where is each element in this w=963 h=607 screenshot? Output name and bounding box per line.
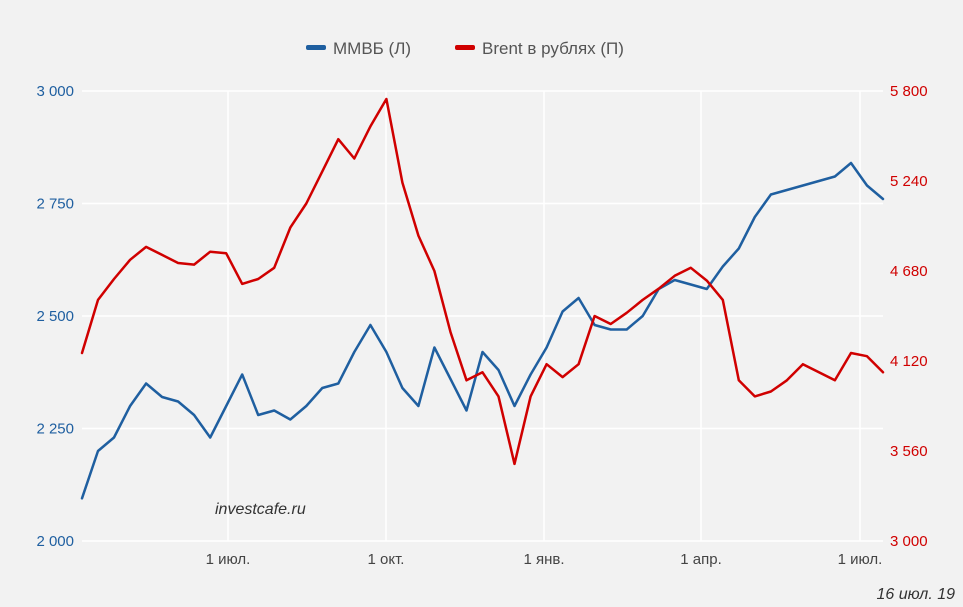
left-axis-tick-label: 2 750: [36, 196, 74, 213]
x-axis-tick-label: 1 июл.: [838, 551, 883, 568]
series-line-0: [80, 161, 885, 500]
x-axis-tick-label: 1 июл.: [206, 551, 251, 568]
x-axis-tick-label: 1 окт.: [368, 551, 405, 568]
right-axis-tick-label: 5 240: [890, 173, 928, 190]
x-axis-tick-label: 1 янв.: [523, 551, 564, 568]
date-label: 16 июл. 19: [876, 586, 955, 603]
series-line-1: [80, 97, 885, 466]
left-axis-tick-label: 3 000: [36, 83, 74, 100]
legend-swatch: [306, 45, 326, 50]
right-axis-tick-label: 4 120: [890, 353, 928, 370]
legend-label: ММВБ (Л): [333, 39, 411, 58]
x-axis-tick-label: 1 апр.: [680, 551, 721, 568]
legend-label: Brent в рублях (П): [482, 39, 624, 58]
left-axis-tick-label: 2 500: [36, 308, 74, 325]
watermark-text: investcafe.ru: [215, 501, 306, 518]
legend-swatch: [455, 45, 475, 50]
left-axis-tick-label: 2 000: [36, 533, 74, 550]
right-axis-tick-label: 4 680: [890, 263, 928, 280]
left-axis-tick-label: 2 250: [36, 421, 74, 438]
right-axis-tick-label: 5 800: [890, 83, 928, 100]
right-axis-tick-label: 3 560: [890, 443, 928, 460]
right-axis-tick-label: 3 000: [890, 533, 928, 550]
